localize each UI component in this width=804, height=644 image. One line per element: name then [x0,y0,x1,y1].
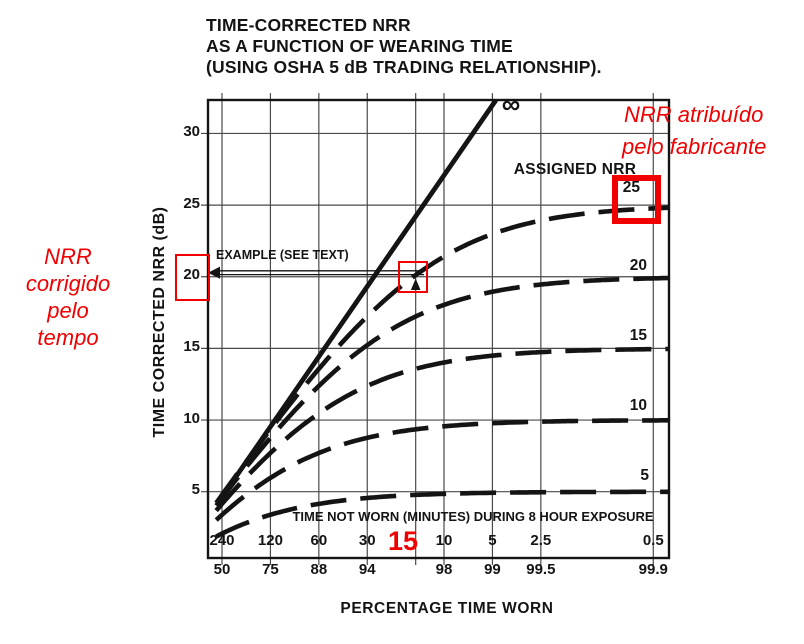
curve-label-nrr-20: 20 [629,257,647,274]
curve-nrr-10 [214,418,670,522]
annotation-box-example-point [398,261,428,293]
curve-nrr-infinity [222,98,498,496]
annotation-manufacturer-nrr-line1: NRR atribuído [624,102,764,127]
example-arrowhead-up [410,278,421,290]
curve-nrr-25 [214,205,670,505]
annotation-box-corrected-20 [175,254,210,301]
x-tick-pct-50: 50 [213,561,231,578]
curve-nrr-20 [214,275,670,507]
annotation-corrected-nrr-line4: tempo [37,325,99,350]
x-tick-minutes-10: 10 [435,532,453,549]
x-tick-minutes-2.5: 2.5 [530,532,552,549]
chart-title-line3: (USING OSHA 5 dB TRADING RELATIONSHIP). [206,57,602,77]
x-tick-minutes-5: 5 [488,532,497,549]
y-tick-label-10: 10 [183,409,200,427]
chart-title-line1: TIME-CORRECTED NRR [206,15,411,35]
x-tick-pct-75: 75 [262,561,279,578]
annotation-box-assigned-25 [612,175,661,224]
curve-label-nrr-5: 5 [640,467,649,484]
plot-border [206,98,671,560]
x-tick-pct-99.5: 99.5 [526,561,556,578]
example-label: EXAMPLE (SEE TEXT) [216,248,349,262]
curve-label-nrr-10: 10 [629,397,647,414]
x-tick-pct-99.9: 99.9 [638,561,668,578]
annotation-corrected-nrr-line2: corrigido [25,271,111,296]
infinity-label: ∞ [501,89,521,119]
y-tick-label-20: 20 [183,266,200,284]
x-tick-minutes-30: 30 [358,532,376,549]
curve-nrr-15 [214,346,670,513]
chart-title: TIME-CORRECTED NRR AS A FUNCTION OF WEAR… [206,15,602,78]
annotation-manufacturer-nrr-line2: pelo fabricante [622,134,767,159]
annotation-15-minutes: 15 [388,526,419,556]
legend-assigned-nrr: ASSIGNED NRR [513,161,637,178]
x-tick-minutes-120: 120 [257,532,283,549]
x-tick-pct-94: 94 [358,561,376,578]
minutes-axis-title: TIME NOT WORN (MINUTES) DURING 8 HOUR EX… [292,509,654,524]
chart-title-line2: AS A FUNCTION OF WEARING TIME [206,36,513,56]
annotation-corrected-nrr-line3: pelo [47,298,89,323]
y-axis-title: TIME CORRECTED NRR (dB) [151,206,168,438]
x-tick-pct-99: 99 [484,561,501,578]
y-tick-label-15: 15 [183,337,200,355]
y-tick-label-25: 25 [183,194,200,212]
x-tick-minutes-0.5: 0.5 [642,532,664,549]
curve-label-nrr-25: 25 [622,179,640,196]
x-tick-minutes-240: 240 [209,532,235,549]
y-tick-label-5: 5 [191,481,200,499]
y-tick-label-30: 30 [183,122,200,140]
curve-label-nrr-15: 15 [629,327,647,344]
x-tick-pct-88: 88 [310,561,328,578]
x-tick-minutes-60: 60 [310,532,328,549]
curve-nrr-5 [215,489,670,539]
example-arrowhead-left [208,266,220,279]
x-tick-pct-98: 98 [435,561,453,578]
annotation-corrected-nrr-line1: NRR [44,244,92,269]
x-axis-title: PERCENTAGE TIME WORN [340,600,554,617]
